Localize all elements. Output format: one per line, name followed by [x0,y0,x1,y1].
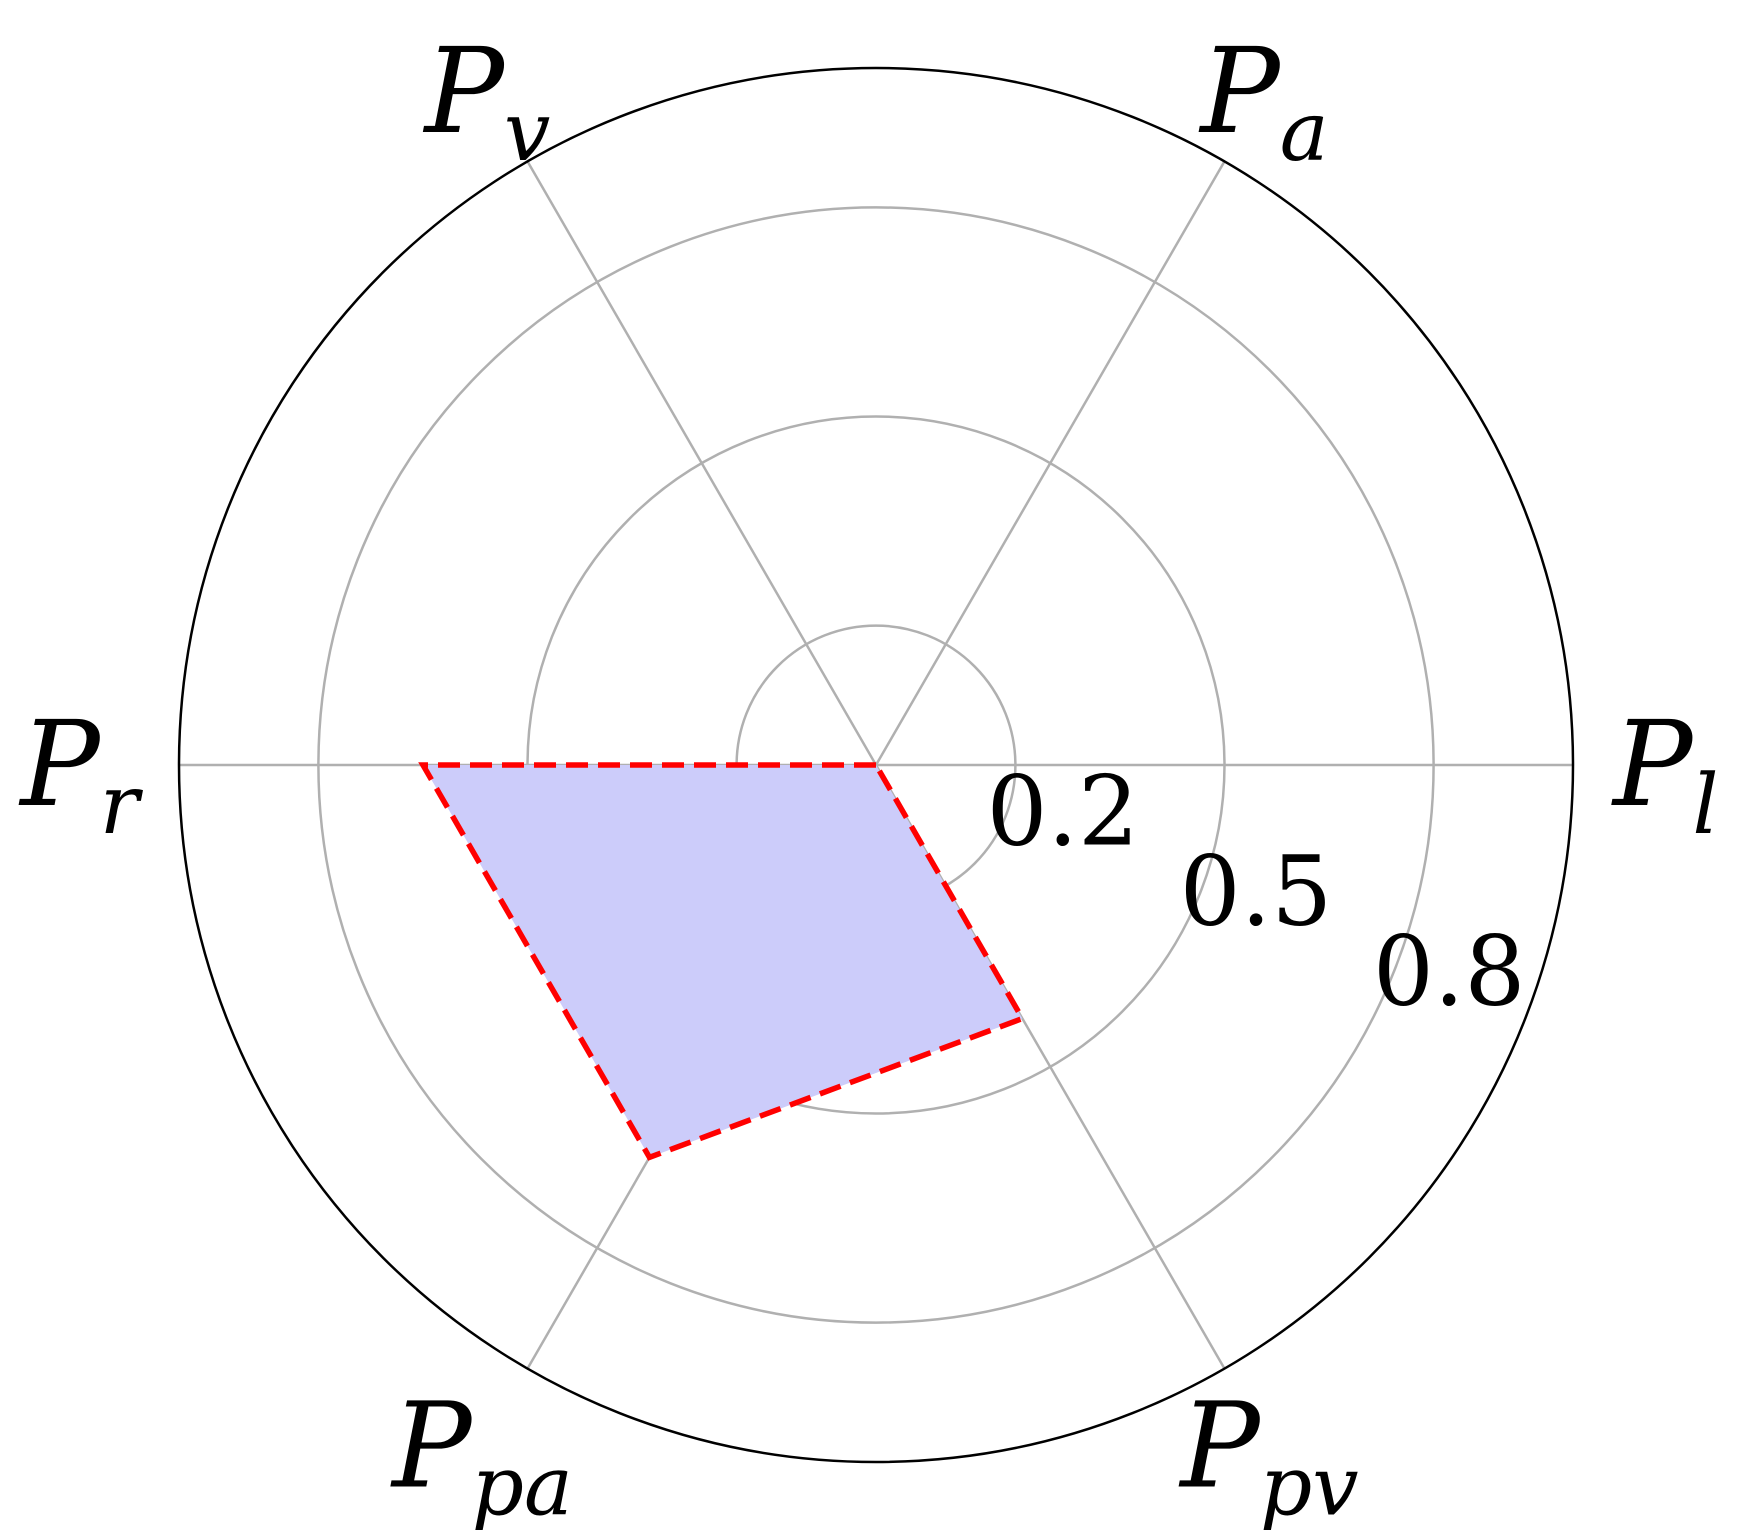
axis-label-main: P [18,695,102,833]
axis-label-l: Pl [1611,695,1719,853]
axis-label-sub: r [100,758,144,853]
axis-label-main: P [1611,695,1695,833]
outer-circle [177,66,1575,1464]
axis-label-pa: Ppa [390,1377,573,1530]
axis-label-sub: a [1280,85,1329,180]
axis-label-v: Pv [423,22,551,180]
axis-label-sub: pa [472,1440,573,1530]
grid-ring-0_8 [317,206,1435,1324]
axis-label-main: P [423,22,507,160]
r-tick-label-0_8: 0.8 [1373,915,1526,1027]
axis-label-main: P [390,1377,474,1515]
axis-label-main: P [1178,1377,1262,1515]
axis-label-main: P [1198,22,1282,160]
series-fill-0 [422,765,1023,1158]
axis-label-sub: v [504,85,550,180]
series-layer [418,762,1027,1161]
r-tick-labels: 0.2 0.5 0.8 [986,755,1525,1027]
axis-label-pv: Ppv [1178,1377,1358,1530]
axis-label-r: Pr [18,695,143,853]
axis-label-sub: l [1692,758,1718,853]
r-tick-label-0_2: 0.2 [986,755,1139,867]
r-tick-label-0_5: 0.5 [1180,835,1333,947]
axis-label-a: Pa [1198,22,1328,180]
series-line-0 [418,762,1027,1161]
axis-label-sub: pv [1260,1440,1359,1530]
